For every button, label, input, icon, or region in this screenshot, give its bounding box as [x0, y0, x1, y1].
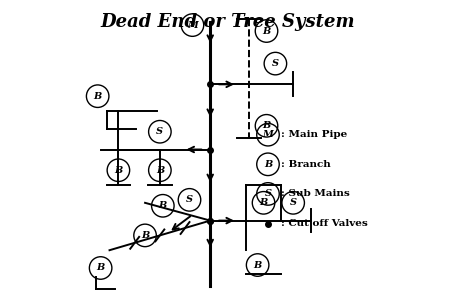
Text: : Cut off Valves: : Cut off Valves — [281, 219, 367, 228]
Text: B: B — [262, 121, 270, 130]
Text: B: B — [259, 198, 267, 207]
Text: S: S — [271, 59, 278, 68]
Text: S: S — [264, 190, 271, 199]
Text: : Branch: : Branch — [281, 160, 330, 169]
Text: S: S — [289, 198, 296, 207]
Text: B: B — [141, 231, 149, 240]
Text: B: B — [262, 27, 270, 36]
Text: M: M — [187, 21, 197, 30]
Text: B: B — [156, 166, 164, 175]
Text: : Main Pipe: : Main Pipe — [281, 130, 347, 139]
Text: B: B — [93, 92, 101, 101]
Text: B: B — [158, 201, 167, 210]
Text: B: B — [96, 263, 105, 272]
Text: M: M — [262, 130, 273, 139]
Text: B: B — [263, 160, 272, 169]
Text: S: S — [186, 195, 192, 204]
Text: Dead End or Tree System: Dead End or Tree System — [101, 13, 354, 31]
Text: B: B — [114, 166, 122, 175]
Text: B: B — [253, 260, 261, 269]
Text: : Sub Mains: : Sub Mains — [281, 190, 349, 199]
Text: S: S — [156, 127, 163, 136]
